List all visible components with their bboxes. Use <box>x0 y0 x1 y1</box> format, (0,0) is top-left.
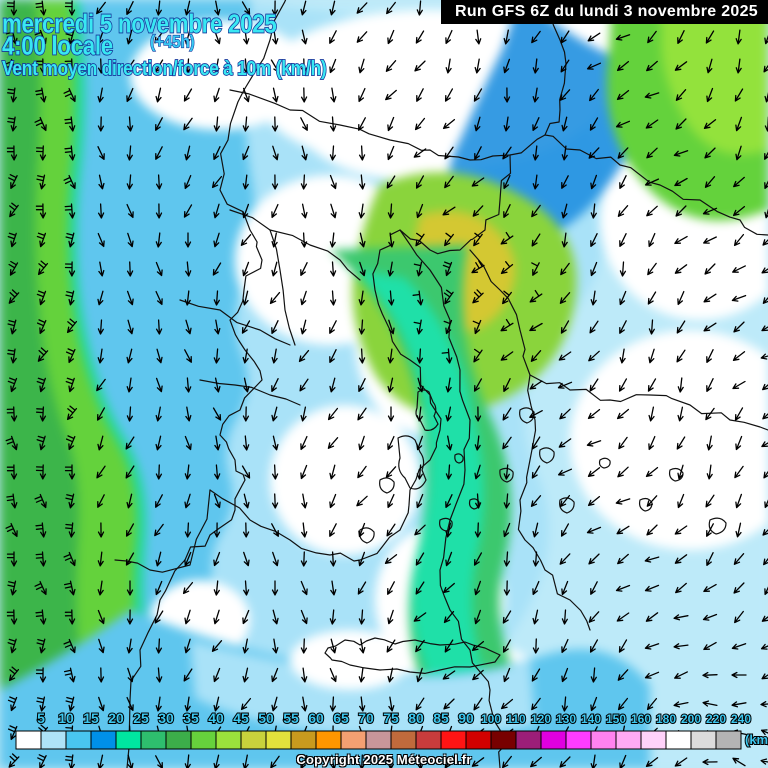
svg-text:35: 35 <box>183 710 199 726</box>
svg-text:65: 65 <box>333 710 349 726</box>
svg-text:15: 15 <box>83 710 99 726</box>
svg-text:50: 50 <box>258 710 274 726</box>
svg-text:45: 45 <box>233 710 249 726</box>
svg-text:150: 150 <box>606 712 626 726</box>
svg-text:200: 200 <box>681 712 701 726</box>
svg-text:25: 25 <box>133 710 149 726</box>
svg-text:75: 75 <box>383 710 399 726</box>
svg-text:80: 80 <box>408 710 424 726</box>
svg-text:220: 220 <box>706 712 726 726</box>
svg-text:140: 140 <box>581 712 601 726</box>
svg-text:20: 20 <box>108 710 124 726</box>
svg-text:130: 130 <box>556 712 576 726</box>
svg-text:70: 70 <box>358 710 374 726</box>
svg-text:40: 40 <box>208 710 224 726</box>
svg-text:120: 120 <box>531 712 551 726</box>
svg-text:240: 240 <box>731 712 751 726</box>
svg-text:85: 85 <box>433 710 449 726</box>
svg-text:55: 55 <box>283 710 299 726</box>
svg-text:90: 90 <box>458 710 474 726</box>
svg-text:180: 180 <box>656 712 676 726</box>
svg-text:(km/h): (km/h) <box>745 732 768 747</box>
svg-text:110: 110 <box>506 712 526 726</box>
svg-text:10: 10 <box>58 710 74 726</box>
svg-text:160: 160 <box>631 712 651 726</box>
svg-text:30: 30 <box>158 710 174 726</box>
svg-text:60: 60 <box>308 710 324 726</box>
svg-text:100: 100 <box>481 712 501 726</box>
svg-text:5: 5 <box>37 710 45 726</box>
